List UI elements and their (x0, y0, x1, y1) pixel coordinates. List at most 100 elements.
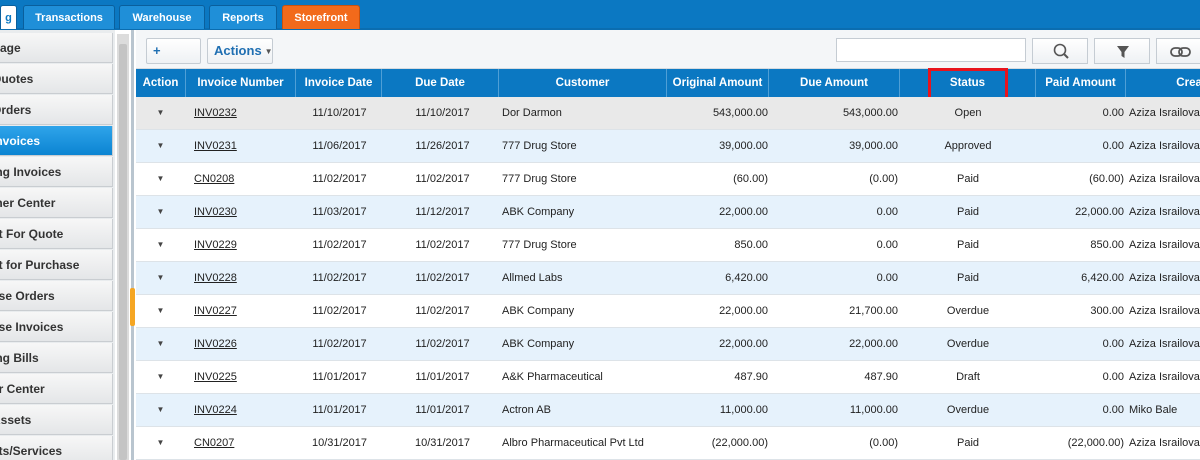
invoice-number-link[interactable]: INV0228 (194, 272, 237, 284)
invoice-number-link[interactable]: INV0224 (194, 404, 237, 416)
row-action-dropdown[interactable]: ▼ (156, 174, 165, 183)
customer: Allmed Labs (502, 272, 563, 284)
invoice-date: 10/31/2017 (311, 437, 368, 449)
sidebar-item-recurring-invoices[interactable]: ing Invoices (0, 157, 113, 187)
sidebar-item-products-services[interactable]: cts/Services (0, 436, 113, 460)
row-action-dropdown[interactable]: ▼ (156, 372, 165, 381)
sidebar-item-purchase-invoices[interactable]: ase Invoices (0, 312, 113, 342)
invoice-number-link[interactable]: INV0226 (194, 338, 237, 350)
col-header-created-by[interactable]: Creat (1176, 77, 1200, 89)
table-row[interactable]: ▼ INV0232 11/10/2017 11/10/2017 Dor Darm… (136, 97, 1200, 130)
invoice-number-link[interactable]: CN0208 (194, 173, 235, 185)
invoice-number-link[interactable]: INV0232 (194, 107, 237, 119)
sidebar-item-customer-center[interactable]: mer Center (0, 188, 113, 218)
invoice-number-link[interactable]: INV0229 (194, 239, 237, 251)
search-input[interactable] (836, 38, 1026, 62)
row-action-dropdown[interactable]: ▼ (156, 306, 165, 315)
sidebar-item-label: ing Invoices (0, 165, 62, 179)
sidebar-item-request-for-quote[interactable]: st For Quote (0, 219, 113, 249)
col-header-customer[interactable]: Customer (499, 69, 667, 97)
table-row[interactable]: ▼ INV0231 11/06/2017 11/26/2017 777 Drug… (136, 130, 1200, 163)
table-row[interactable]: ▼ INV0228 11/02/2017 11/02/2017 Allmed L… (136, 262, 1200, 295)
add-button[interactable]: + Add▼ (146, 38, 201, 82)
col-header-status[interactable]: Status (900, 69, 1036, 97)
tab-reports[interactable]: Reports (209, 5, 277, 29)
sidebar-item-label: ase Invoices (0, 320, 64, 334)
status: Paid (956, 437, 980, 449)
link-button[interactable] (1156, 38, 1200, 64)
tab-warehouse[interactable]: Warehouse (119, 5, 205, 29)
splitter-collapse-handle[interactable] (130, 288, 135, 326)
tab-current[interactable]: g (0, 5, 17, 29)
row-action-dropdown[interactable]: ▼ (156, 273, 165, 282)
table-row[interactable]: ▼ INV0224 11/01/2017 11/01/2017 Actron A… (136, 394, 1200, 427)
table-row[interactable]: ▼ INV0230 11/03/2017 11/12/2017 ABK Comp… (136, 196, 1200, 229)
col-header-invoice-date[interactable]: Invoice Date (296, 69, 382, 97)
created-by: Miko Bale (1129, 404, 1178, 416)
due-amount: 22,000.00 (849, 338, 898, 350)
invoice-number-link[interactable]: INV0227 (194, 305, 237, 317)
actions-button[interactable]: Actions ▼ (207, 38, 273, 64)
invoice-number-link[interactable]: CN0207 (194, 437, 235, 449)
sidebar-item-request-for-purchase[interactable]: st for Purchase (0, 250, 113, 280)
due-date: 11/02/2017 (415, 305, 470, 317)
sidebar-item-label: er Center (0, 382, 45, 396)
row-action-dropdown[interactable]: ▼ (156, 141, 165, 150)
row-action-dropdown[interactable]: ▼ (156, 405, 165, 414)
sidebar-item-label: Assets (0, 413, 32, 427)
paid-amount: 6,420.00 (1081, 272, 1124, 284)
invoice-number-link[interactable]: INV0231 (194, 140, 237, 152)
sidebar-item-purchase-orders[interactable]: ase Orders (0, 281, 113, 311)
paid-amount: 22,000.00 (1075, 206, 1124, 218)
paid-amount: 0.00 (1102, 107, 1124, 119)
invoice-number-link[interactable]: INV0225 (194, 371, 237, 383)
tab-transactions[interactable]: Transactions (23, 5, 115, 29)
sidebar-item-invoices[interactable]: Invoices (0, 126, 113, 156)
due-amount: (0.00) (869, 437, 898, 449)
invoice-number-link[interactable]: INV0230 (194, 206, 237, 218)
invoice-date: 11/02/2017 (312, 338, 367, 350)
sidebar-item-label: st for Purchase (0, 258, 80, 272)
sidebar-scrollbar-thumb[interactable] (119, 44, 127, 460)
paid-amount: 850.00 (1090, 239, 1124, 251)
customer: 777 Drug Store (502, 239, 577, 251)
col-header-invoice-number[interactable]: Invoice Number (186, 69, 296, 97)
tab-storefront[interactable]: Storefront (282, 5, 360, 29)
table-row[interactable]: ▼ INV0227 11/02/2017 11/02/2017 ABK Comp… (136, 295, 1200, 328)
original-amount: 39,000.00 (719, 140, 768, 152)
col-header-action[interactable]: Action (136, 69, 186, 97)
table-row[interactable]: ▼ INV0229 11/02/2017 11/02/2017 777 Drug… (136, 229, 1200, 262)
search-button[interactable] (1032, 38, 1088, 64)
sidebar-item-recurring-bills[interactable]: ing Bills (0, 343, 113, 373)
paid-amount: 0.00 (1102, 371, 1124, 383)
table-row[interactable]: ▼ CN0208 11/02/2017 11/02/2017 777 Drug … (136, 163, 1200, 196)
invoice-date: 11/02/2017 (312, 239, 367, 251)
sidebar-item-page[interactable]: Page (0, 33, 113, 63)
row-action-dropdown[interactable]: ▼ (156, 339, 165, 348)
sidebar-item-supplier-center[interactable]: er Center (0, 374, 113, 404)
row-action-dropdown[interactable]: ▼ (156, 240, 165, 249)
col-header-due-date[interactable]: Due Date (382, 69, 499, 97)
sidebar-item-assets[interactable]: Assets (0, 405, 113, 435)
col-header-paid-amount[interactable]: Paid Amount (1036, 69, 1126, 97)
top-nav-underline (0, 28, 1200, 30)
table-row[interactable]: ▼ INV0225 11/01/2017 11/01/2017 A&K Phar… (136, 361, 1200, 394)
table-row[interactable]: ▼ CN0207 10/31/2017 10/31/2017 Albro Pha… (136, 427, 1200, 460)
invoice-date: 11/02/2017 (312, 173, 367, 185)
row-action-dropdown[interactable]: ▼ (156, 207, 165, 216)
sidebar-item-orders[interactable]: Orders (0, 95, 113, 125)
status: Overdue (946, 338, 990, 350)
due-amount: 487.90 (864, 371, 898, 383)
row-action-dropdown[interactable]: ▼ (156, 108, 165, 117)
col-header-original-amount[interactable]: Original Amount (667, 69, 769, 97)
due-date: 11/02/2017 (415, 173, 470, 185)
paid-amount: 0.00 (1102, 338, 1124, 350)
col-header-due-amount[interactable]: Due Amount (769, 69, 900, 97)
panel-splitter[interactable] (131, 30, 134, 460)
customer: ABK Company (502, 338, 575, 350)
table-row[interactable]: ▼ INV0226 11/02/2017 11/02/2017 ABK Comp… (136, 328, 1200, 361)
filter-button[interactable] (1094, 38, 1150, 64)
row-action-dropdown[interactable]: ▼ (156, 438, 165, 447)
